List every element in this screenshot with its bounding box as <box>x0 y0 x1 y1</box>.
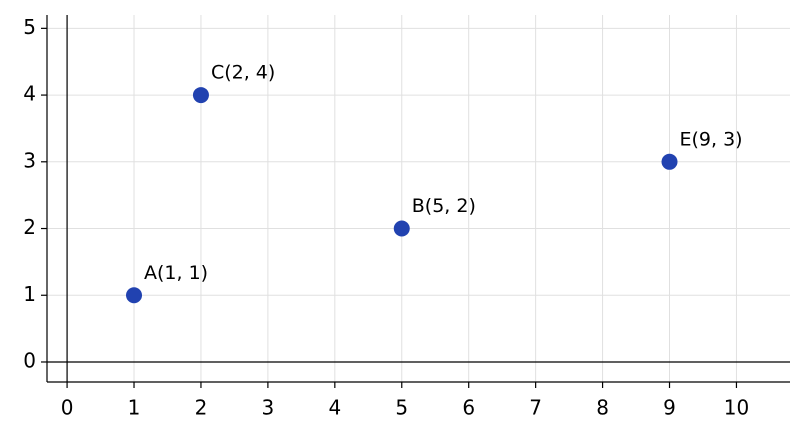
point <box>393 220 410 237</box>
x-tick-label: 2 <box>195 396 208 420</box>
point-label: C(2, 4) <box>211 62 275 84</box>
x-tick-label: 0 <box>61 396 74 420</box>
point <box>661 153 678 170</box>
point-label: E(9, 3) <box>680 128 743 150</box>
y-tick-label: 4 <box>23 82 36 106</box>
x-tick-label: 4 <box>328 396 341 420</box>
y-tick-label: 1 <box>23 282 36 306</box>
x-tick-label: 5 <box>395 396 408 420</box>
y-tick-label: 2 <box>23 215 36 239</box>
x-tick-label: 1 <box>128 396 141 420</box>
point <box>126 287 143 304</box>
point-label: B(5, 2) <box>412 195 476 217</box>
x-tick-label: 9 <box>663 396 676 420</box>
x-tick-label: 8 <box>596 396 609 420</box>
y-tick-label: 5 <box>23 15 36 39</box>
point-label: A(1, 1) <box>144 262 208 284</box>
x-tick-label: 6 <box>462 396 475 420</box>
y-tick-label: 0 <box>23 348 36 372</box>
x-tick-label: 10 <box>724 396 749 420</box>
y-tick-label: 3 <box>23 148 36 172</box>
point <box>192 87 209 104</box>
x-tick-label: 7 <box>529 396 542 420</box>
x-tick-label: 3 <box>262 396 275 420</box>
